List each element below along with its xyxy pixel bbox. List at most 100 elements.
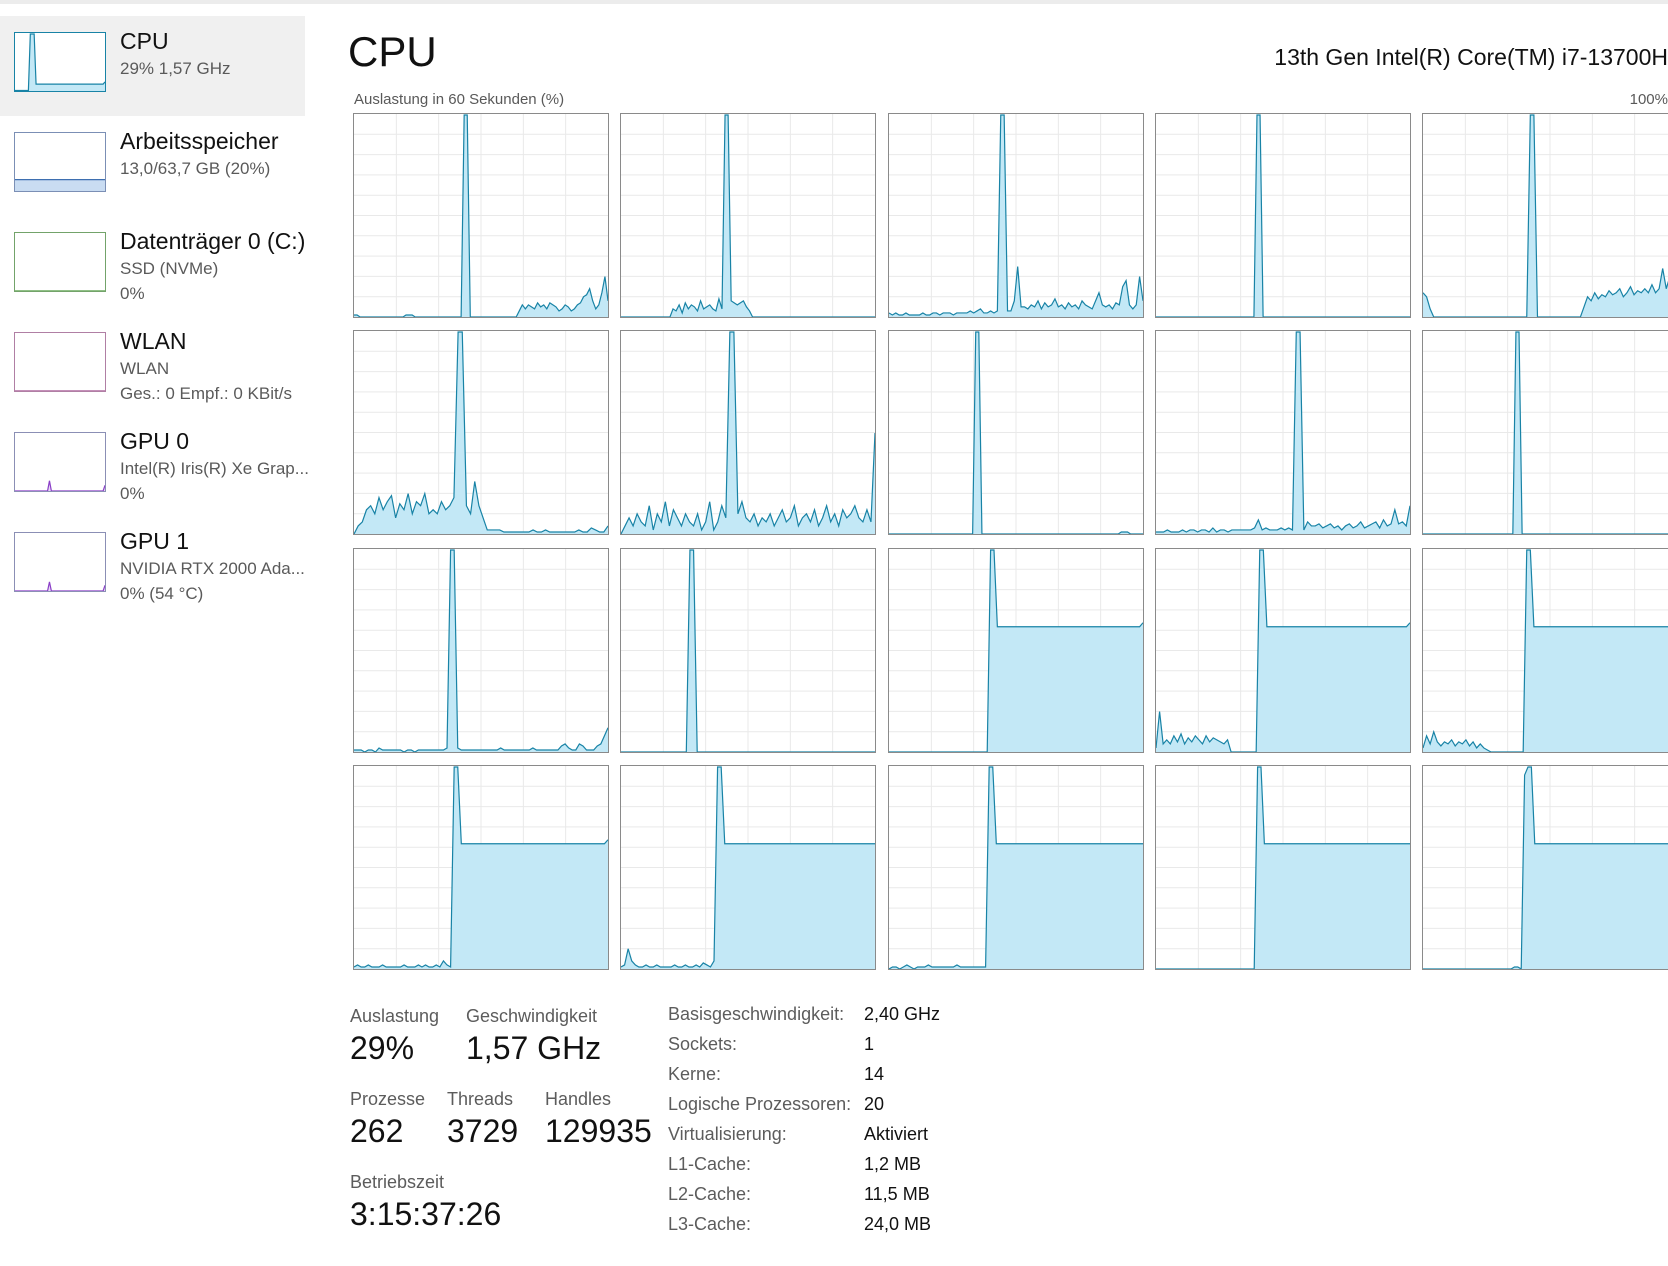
speed-value: 1,57 GHz <box>466 1030 602 1066</box>
sidebar-item-detail: 13,0/63,7 GB (20%) <box>120 159 271 178</box>
utilization-value: 29% <box>350 1030 415 1066</box>
utilization-area <box>1155 549 1410 752</box>
cpu-graph-plot <box>1155 765 1410 969</box>
sidebar-item-value: 0% (54 °C) <box>120 584 204 603</box>
sidebar-item-detail: WLAN <box>120 359 170 378</box>
gpu0-thumbnail-graph <box>14 432 106 492</box>
utilization-area <box>1423 115 1668 317</box>
utilization-area <box>15 34 105 91</box>
sidebar-item-detail: NVIDIA RTX 2000 Ada... <box>120 559 305 578</box>
cpu-graph-plot <box>354 114 608 317</box>
utilization-area <box>15 581 105 591</box>
sidebar-item-title: WLAN <box>120 328 187 354</box>
graph-caption: Auslastung in 60 Sekunden (%) <box>354 91 565 108</box>
cpu-graph-plot <box>1423 331 1668 535</box>
sidebar-item-disk[interactable]: Datenträger 0 (C:) SSD (NVMe) 0% <box>0 216 310 316</box>
threads-label: Threads <box>447 1089 514 1109</box>
cpu-graph-plot <box>1155 548 1410 752</box>
utilization-area <box>888 549 1143 752</box>
property-label: Virtualisierung: <box>668 1124 787 1144</box>
sidebar-item-value: 0% <box>120 484 145 503</box>
sidebar-item-detail: Intel(R) Iris(R) Xe Grap... <box>120 459 309 478</box>
speed-label: Geschwindigkeit <box>466 1006 598 1026</box>
utilization-label: Auslastung <box>350 1006 440 1026</box>
property-label: L3-Cache: <box>668 1214 752 1234</box>
cpu-graph-plot <box>888 114 1143 317</box>
sidebar-item-memory[interactable]: Arbeitsspeicher 13,0/63,7 GB (20%) <box>0 116 310 216</box>
property-value: 2,40 GHz <box>864 1004 941 1024</box>
utilization-line <box>1423 766 1668 969</box>
logical-processor-graph <box>1154 330 1411 536</box>
window-top-border <box>0 0 1668 4</box>
threads-value: 3729 <box>447 1113 519 1149</box>
utilization-area <box>15 480 105 491</box>
sidebar-item-title: CPU <box>120 28 169 54</box>
utilization-line <box>621 331 876 535</box>
cpu-graph-plot <box>621 548 876 752</box>
stat-threads: Threads 3729 <box>447 1087 518 1151</box>
sidebar-item-cpu[interactable]: CPU 29% 1,57 GHz <box>0 16 305 116</box>
utilization-line <box>1155 766 1410 969</box>
logical-processor-graphs <box>353 113 1668 971</box>
utilization-area <box>888 766 1143 969</box>
cpu-graph-plot <box>354 548 608 752</box>
logical-processor-graph <box>1154 113 1411 318</box>
property-value: Aktiviert <box>864 1124 929 1144</box>
utilization-area <box>621 766 876 969</box>
utilization-line <box>354 766 608 968</box>
sidebar-item-wlan[interactable]: WLAN WLAN Ges.: 0 Empf.: 0 KBit/s <box>0 316 310 416</box>
utilization-area <box>354 766 608 969</box>
cpu-graph-plot <box>354 331 608 535</box>
cpu-graph-plot <box>621 765 876 969</box>
sidebar-item-detail: 29% 1,57 GHz <box>120 59 231 78</box>
logical-processor-graph <box>353 330 609 536</box>
logical-processor-graph <box>887 764 1144 970</box>
utilization-line <box>354 548 608 752</box>
wlan-thumbnail-graph <box>14 332 106 392</box>
utilization-line <box>888 766 1143 969</box>
utilization-area <box>354 332 608 535</box>
cpu-graph-plot <box>888 765 1143 969</box>
logical-processor-graph <box>353 113 609 318</box>
page-title: CPU <box>348 28 437 75</box>
stat-speed: Geschwindigkeit 1,57 GHz <box>466 1004 601 1068</box>
logical-processor-graph <box>620 764 877 970</box>
cpu-graph-plot <box>888 548 1143 752</box>
sidebar-item-detail: SSD (NVMe) <box>120 259 219 278</box>
cpu-graph-plot <box>1423 548 1668 752</box>
logical-processor-graph <box>620 547 877 753</box>
utilization-line <box>1423 548 1668 752</box>
stat-utilization: Auslastung 29% <box>350 1004 439 1068</box>
stat-handles: Handles 129935 <box>545 1087 652 1151</box>
utilization-line <box>1155 548 1410 752</box>
utilization-line <box>354 331 608 535</box>
logical-processor-graph <box>1422 764 1668 970</box>
property-value: 1,2 MB <box>864 1154 922 1174</box>
property-label: Basisgeschwindigkeit: <box>668 1004 845 1024</box>
utilization-line <box>15 33 105 91</box>
property-value: 20 <box>864 1094 885 1114</box>
logical-processor-graph <box>887 330 1144 536</box>
property-label: L2-Cache: <box>668 1184 752 1204</box>
cpu-graph-plot <box>888 331 1143 535</box>
utilization-line <box>15 581 105 591</box>
cpu-graph-plot <box>621 114 876 317</box>
utilization-area <box>1155 766 1410 969</box>
uptime-value: 3:15:37:26 <box>350 1196 502 1232</box>
sidebar-item-value: Ges.: 0 Empf.: 0 KBit/s <box>120 384 292 403</box>
stat-processes: Prozesse 262 <box>350 1087 425 1151</box>
handles-value: 129935 <box>545 1113 652 1149</box>
utilization-line <box>621 114 876 317</box>
handles-label: Handles <box>545 1089 612 1109</box>
property-value: 24,0 MB <box>864 1214 932 1234</box>
property-label: Kerne: <box>668 1064 722 1084</box>
gpu1-thumbnail-graph <box>14 532 106 592</box>
logical-processor-graph <box>1154 547 1411 753</box>
logical-processor-graph <box>353 764 609 970</box>
utilization-line <box>888 114 1143 316</box>
sidebar-item-gpu-1[interactable]: GPU 1 NVIDIA RTX 2000 Ada... 0% (54 °C) <box>0 516 310 616</box>
property-value: 1 <box>864 1034 875 1054</box>
sidebar-item-title: Datenträger 0 (C:) <box>120 228 306 254</box>
sidebar-item-gpu-0[interactable]: GPU 0 Intel(R) Iris(R) Xe Grap... 0% <box>0 416 310 516</box>
property-value: 11,5 MB <box>864 1184 930 1204</box>
